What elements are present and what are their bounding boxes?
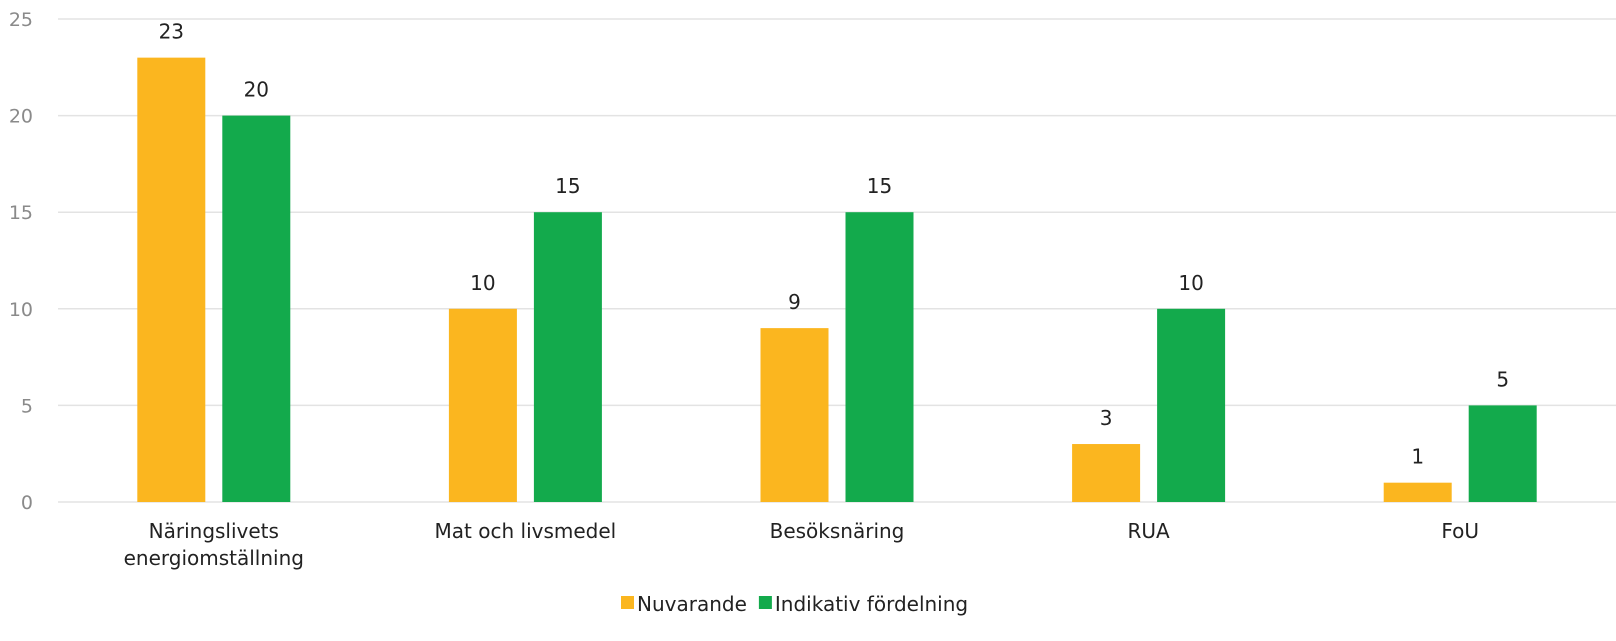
x-category-label: Besöksnäring: [770, 519, 905, 543]
y-tick-label: 0: [21, 492, 33, 514]
bar-indikativ-fordelning: [222, 115, 291, 502]
data-label: 1: [1411, 445, 1424, 469]
data-label: 10: [470, 271, 495, 295]
x-category-label: Mat och livsmedel: [435, 519, 617, 543]
data-label: 10: [1178, 271, 1203, 295]
bar-indikativ-fordelning: [1468, 405, 1537, 502]
y-tick-label: 10: [9, 299, 33, 321]
legend-label: Indikativ fördelning: [775, 592, 968, 616]
legend-swatch: [621, 596, 634, 609]
y-tick-label: 15: [9, 202, 33, 224]
data-label: 15: [867, 174, 892, 198]
legend: Nuvarande Indikativ fördelning: [621, 592, 968, 616]
y-tick-label: 5: [21, 395, 33, 417]
data-label: 20: [244, 78, 269, 102]
y-tick-label: 25: [9, 9, 33, 31]
x-category-label: RUA: [1127, 519, 1170, 543]
x-category-label: FoU: [1441, 519, 1479, 543]
x-category-label-line: Näringslivets: [149, 519, 279, 543]
bar-nuvarande: [1383, 482, 1452, 502]
x-category-label-line: FoU: [1441, 519, 1479, 543]
x-axis-categories: Näringslivets energiomställning Mat och li…: [124, 519, 1479, 570]
x-category-label: Näringslivets energiomställning: [124, 519, 304, 570]
x-category-label-line: Mat och livsmedel: [435, 519, 617, 543]
data-label: 23: [159, 20, 184, 44]
data-label: 3: [1100, 406, 1113, 430]
gridlines: [58, 18, 1616, 503]
bar-indikativ-fordelning: [1157, 308, 1226, 502]
bar-nuvarande: [1072, 444, 1141, 502]
bar-indikativ-fordelning: [533, 212, 602, 502]
bar-nuvarande: [137, 57, 206, 502]
data-label: 5: [1496, 367, 1509, 391]
y-axis-ticks: 0 5 10 15 20 25: [9, 9, 33, 514]
bars: [137, 57, 1537, 502]
x-category-label-line: energiomställning: [124, 546, 304, 570]
bar-nuvarande: [760, 328, 829, 502]
data-label: 9: [788, 290, 801, 314]
x-category-label-line: RUA: [1127, 519, 1170, 543]
data-label: 15: [555, 174, 580, 198]
bar-indikativ-fordelning: [845, 212, 914, 502]
y-tick-label: 20: [9, 106, 33, 128]
legend-label: Nuvarande: [637, 592, 747, 616]
x-category-label-line: Besöksnäring: [770, 519, 905, 543]
legend-swatch: [758, 596, 772, 609]
bar-nuvarande: [448, 308, 517, 502]
